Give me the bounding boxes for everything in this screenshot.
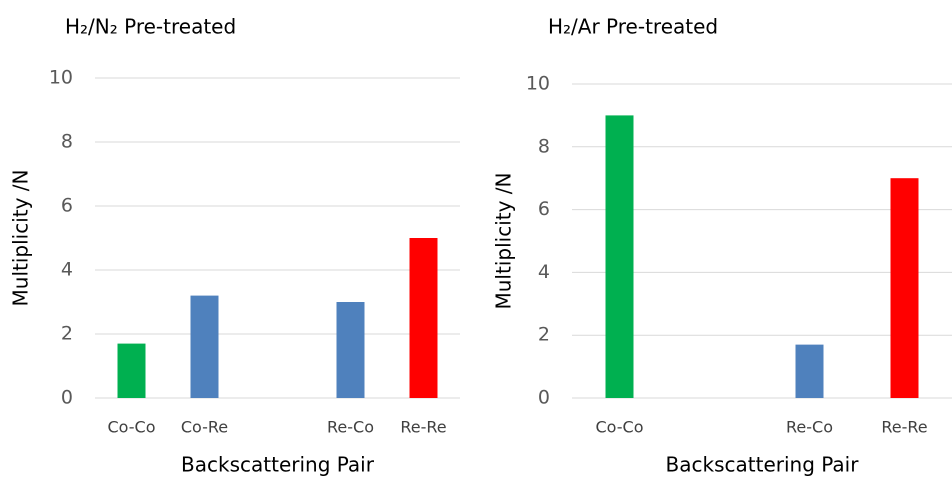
chart-title: H₂/N₂ Pre-treated: [65, 15, 236, 39]
x-tick-label: Re-Re: [881, 418, 927, 437]
x-tick-label: Re-Co: [327, 418, 374, 437]
x-tick-label: Co-Re: [181, 418, 228, 437]
bar: [795, 344, 824, 398]
x-axis-label: Backscattering Pair: [181, 453, 375, 477]
bar: [117, 343, 146, 398]
y-axis-label: Multiplicity /N: [492, 173, 516, 310]
chart-title: H₂/Ar Pre-treated: [548, 15, 718, 39]
y-tick-label: 10: [49, 67, 73, 89]
bar: [605, 115, 634, 399]
bar: [190, 295, 219, 398]
y-tick-label: 4: [61, 259, 73, 281]
x-tick-label: Co-Co: [596, 418, 644, 437]
bar: [409, 238, 438, 398]
y-tick-label: 6: [61, 195, 73, 217]
bar: [890, 178, 919, 398]
y-tick-label: 0: [538, 387, 550, 409]
y-tick-label: 10: [526, 73, 550, 95]
y-tick-label: 4: [538, 261, 550, 283]
bar: [336, 302, 365, 398]
y-tick-label: 0: [61, 387, 73, 409]
y-tick-label: 6: [538, 198, 550, 220]
y-axis-label: Multiplicity /N: [9, 170, 33, 307]
y-tick-label: 8: [538, 135, 550, 157]
x-tick-label: Re-Co: [786, 418, 833, 437]
x-tick-label: Re-Re: [400, 418, 446, 437]
y-tick-label: 2: [538, 324, 550, 346]
y-tick-label: 2: [61, 323, 73, 345]
y-tick-label: 8: [61, 131, 73, 153]
x-tick-label: Co-Co: [108, 418, 156, 437]
x-axis-label: Backscattering Pair: [666, 453, 860, 477]
